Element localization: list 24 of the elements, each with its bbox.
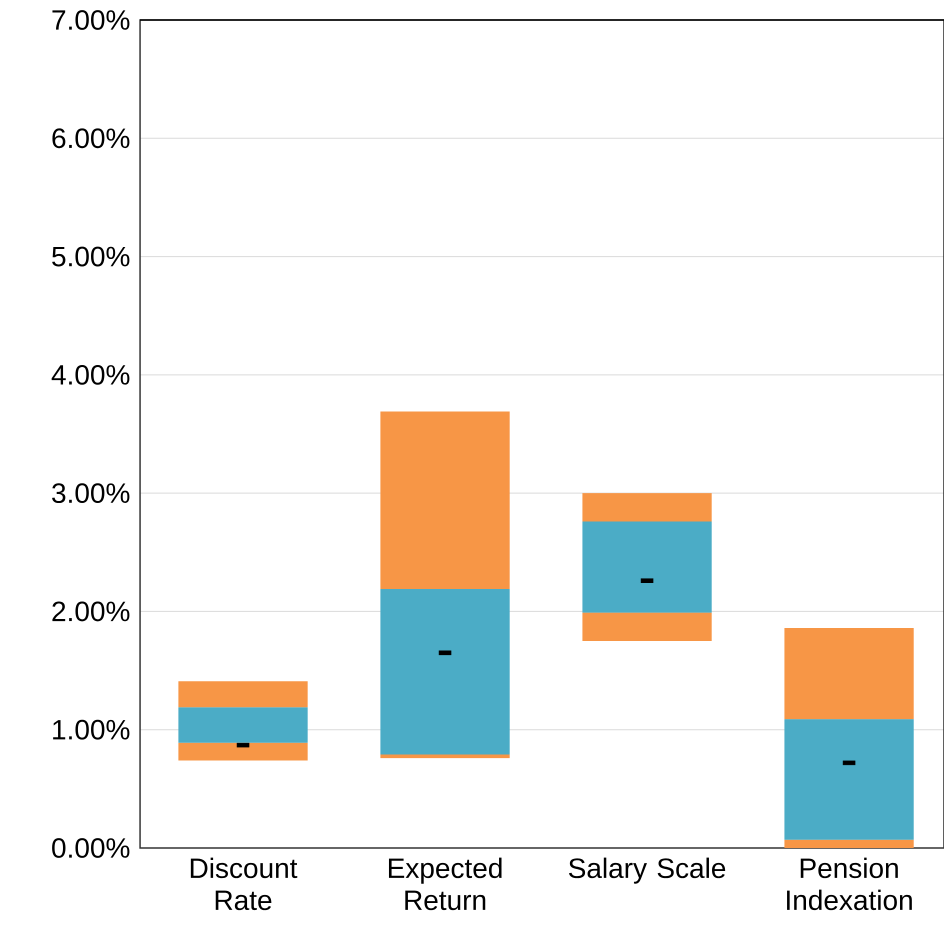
y-tick-label: 2.00% (52, 602, 130, 622)
bar (380, 588, 510, 755)
bar (784, 719, 914, 840)
y-tick-label: 0.00% (52, 838, 130, 858)
x-tick-label: Pension Indexation (787, 858, 912, 910)
bar (784, 840, 914, 848)
y-tick-label: 5.00% (52, 246, 130, 266)
bar (784, 628, 914, 720)
bar (582, 522, 712, 613)
bar (582, 612, 712, 641)
bar (380, 754, 510, 758)
bar (380, 412, 510, 589)
bar (178, 742, 308, 760)
x-tick-label: Expected Return (388, 858, 502, 910)
y-tick-label: 4.00% (52, 364, 130, 385)
y-tick-label: 7.00% (52, 10, 130, 30)
bar (582, 493, 712, 522)
bar (178, 707, 308, 743)
y-tick-label: 6.00% (52, 128, 130, 148)
bar (178, 681, 308, 708)
x-tick-label: Salary Scale (568, 858, 726, 884)
x-tick-label: Discount Rate (190, 858, 298, 910)
y-tick-label: 1.00% (53, 720, 130, 740)
y-tick-label: 3.00% (52, 483, 130, 504)
